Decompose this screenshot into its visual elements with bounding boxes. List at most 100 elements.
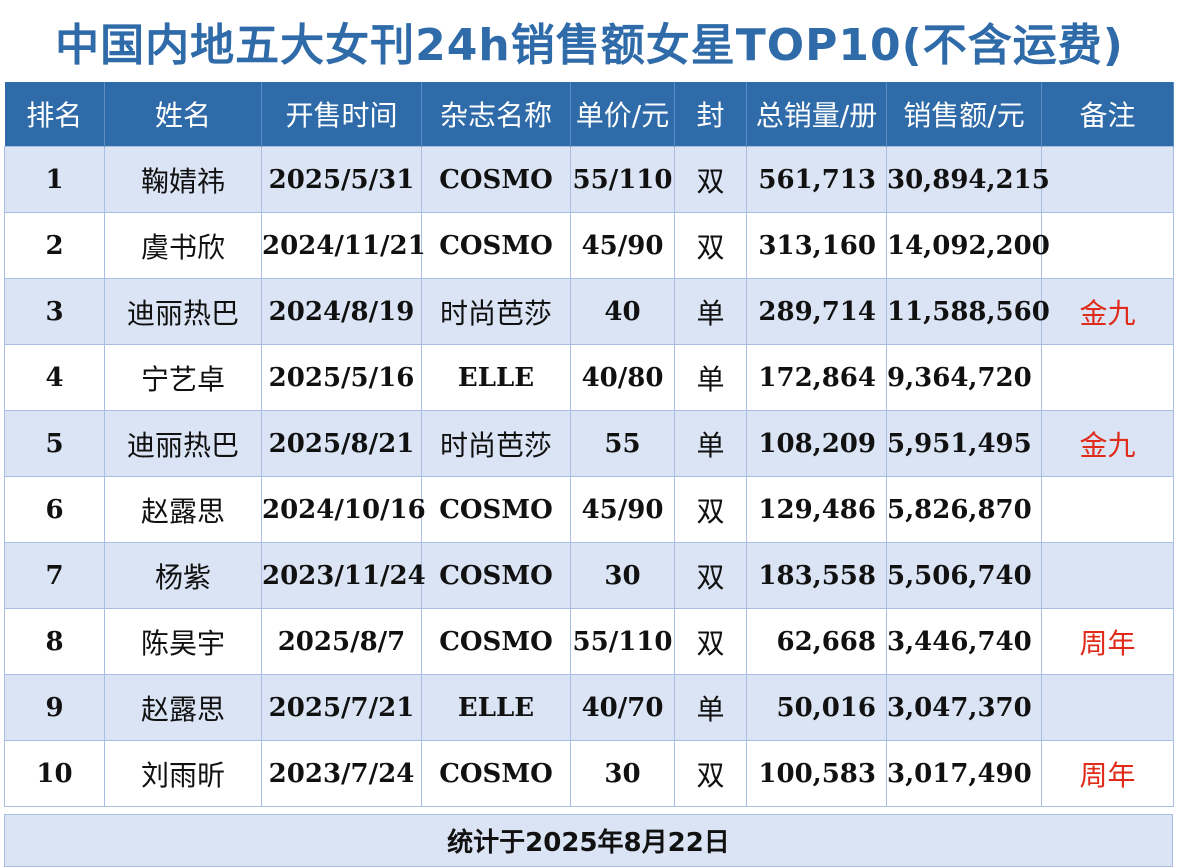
cell-note: 金九 [1041,410,1174,477]
cell-magazine: COSMO [421,542,571,609]
cell-price: 45/90 [570,212,675,279]
cell-cover: 双 [674,476,747,543]
cell-magazine: COSMO [421,476,571,543]
cell-note [1041,344,1174,411]
table-row: 4 宁艺卓 2025/5/16 ELLE 40/80 单 172,864 9,3… [4,344,1174,411]
cell-magazine: COSMO [421,740,571,807]
header-name: 姓名 [104,82,262,147]
cell-revenue: 14,092,200 [886,212,1050,279]
table-row: 7 杨紫 2023/11/24 COSMO 30 双 183,558 5,506… [4,542,1174,609]
cell-name: 陈昊宇 [104,608,262,675]
cell-magazine: COSMO [421,212,571,279]
table-row: 9 赵露思 2025/7/21 ELLE 40/70 单 50,016 3,04… [4,674,1174,741]
cell-name: 虞书欣 [104,212,262,279]
cell-name: 赵露思 [104,674,262,741]
cell-cover: 单 [674,410,747,477]
cell-note [1041,542,1174,609]
cell-revenue: 3,017,490 [886,740,1042,807]
cell-magazine: ELLE [421,344,571,411]
cell-sales: 172,864 [746,344,887,411]
cell-sales: 50,016 [746,674,887,741]
table-row: 8 陈昊宇 2025/8/7 COSMO 55/110 双 62,668 3,4… [4,608,1174,675]
cell-cover: 双 [674,542,747,609]
cell-revenue: 5,506,740 [886,542,1042,609]
cell-revenue: 5,826,870 [886,476,1042,543]
cell-rank: 6 [4,476,105,543]
table-row: 2 虞书欣 2024/11/21 COSMO 45/90 双 313,160 1… [4,212,1174,279]
table-row: 3 迪丽热巴 2024/8/19 时尚芭莎 40 单 289,714 11,58… [4,278,1174,345]
header-sales: 总销量/册 [746,82,887,147]
cell-revenue: 11,588,560 [886,278,1050,345]
cell-sales: 183,558 [746,542,887,609]
cell-date: 2023/7/24 [261,740,422,807]
cell-rank: 2 [4,212,105,279]
header-cover: 封 [674,82,747,147]
cell-date: 2024/11/21 [261,212,426,279]
cell-sales: 129,486 [746,476,887,543]
cell-note: 金九 [1041,278,1174,345]
cell-magazine: COSMO [421,146,571,213]
cell-sales: 561,713 [746,146,887,213]
cell-revenue: 3,446,740 [886,608,1042,675]
cell-cover: 双 [674,740,747,807]
cell-magazine: COSMO [421,608,571,675]
cell-cover: 单 [674,344,747,411]
cell-name: 宁艺卓 [104,344,262,411]
cell-rank: 4 [4,344,105,411]
table-row: 1 鞠婧祎 2025/5/31 COSMO 55/110 双 561,713 3… [4,146,1174,213]
table-row: 10 刘雨昕 2023/7/24 COSMO 30 双 100,583 3,01… [4,740,1174,807]
cell-price: 55/110 [570,146,675,213]
cell-price: 40/70 [570,674,675,741]
cell-date: 2024/10/16 [261,476,426,543]
cell-rank: 9 [4,674,105,741]
table-body: 1 鞠婧祎 2025/5/31 COSMO 55/110 双 561,713 3… [4,146,1174,807]
cell-name: 迪丽热巴 [104,278,262,345]
cell-revenue: 3,047,370 [886,674,1042,741]
cell-magazine: ELLE [421,674,571,741]
header-note: 备注 [1041,82,1174,147]
cell-price: 55/110 [570,608,675,675]
header-date: 开售时间 [261,82,422,147]
cell-name: 迪丽热巴 [104,410,262,477]
cell-note [1041,146,1174,213]
cell-rank: 8 [4,608,105,675]
header-revenue: 销售额/元 [886,82,1042,147]
cell-name: 赵露思 [104,476,262,543]
ranking-table: 排名 姓名 开售时间 杂志名称 单价/元 封 总销量/册 销售额/元 备注 1 … [4,82,1174,807]
header-price: 单价/元 [570,82,675,147]
cell-note [1041,476,1174,543]
cell-date: 2024/8/19 [261,278,422,345]
header-rank: 排名 [4,82,105,147]
cell-sales: 62,668 [746,608,887,675]
table-row: 5 迪丽热巴 2025/8/21 时尚芭莎 55 单 108,209 5,951… [4,410,1174,477]
cell-name: 杨紫 [104,542,262,609]
cell-price: 45/90 [570,476,675,543]
cell-magazine: 时尚芭莎 [421,278,571,345]
cell-revenue: 5,951,495 [886,410,1042,477]
table-header-row: 排名 姓名 开售时间 杂志名称 单价/元 封 总销量/册 销售额/元 备注 [4,82,1174,147]
cell-rank: 1 [4,146,105,213]
cell-sales: 100,583 [746,740,887,807]
cell-rank: 10 [4,740,105,807]
cell-cover: 双 [674,146,747,213]
cell-price: 55 [570,410,675,477]
cell-cover: 单 [674,278,747,345]
cell-cover: 单 [674,674,747,741]
cell-rank: 3 [4,278,105,345]
cell-date: 2025/7/21 [261,674,422,741]
cell-sales: 313,160 [746,212,887,279]
cell-price: 40/80 [570,344,675,411]
cell-date: 2025/8/21 [261,410,422,477]
page-title: 中国内地五大女刊24h销售额女星TOP10(不含运费) [55,20,1124,71]
cell-magazine: 时尚芭莎 [421,410,571,477]
cell-rank: 5 [4,410,105,477]
cell-cover: 双 [674,212,747,279]
cell-note [1041,674,1174,741]
cell-date: 2023/11/24 [261,542,426,609]
cell-date: 2025/5/31 [261,146,422,213]
cell-rank: 7 [4,542,105,609]
cell-revenue: 30,894,215 [886,146,1050,213]
cell-price: 40 [570,278,675,345]
cell-revenue: 9,364,720 [886,344,1042,411]
